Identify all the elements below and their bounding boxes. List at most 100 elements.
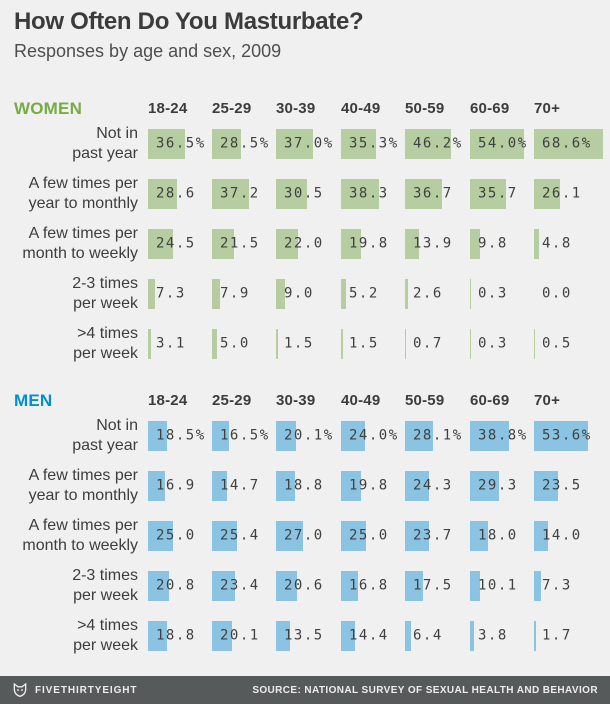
value-bar bbox=[405, 179, 442, 209]
bar-cell: 16.8 bbox=[341, 571, 405, 601]
bar-cell: 24.3 bbox=[405, 471, 469, 501]
footer-brand: FIVETHIRTYEIGHT bbox=[12, 682, 137, 698]
value-label: 25.0 bbox=[156, 527, 196, 544]
value-label: 25.4 bbox=[220, 527, 260, 544]
value-bar bbox=[341, 421, 365, 451]
value-label: 13.5 bbox=[284, 627, 324, 644]
age-group-label: 40-49 bbox=[341, 392, 381, 409]
value-label: 20.8 bbox=[156, 577, 196, 594]
bar-cell: 7.3 bbox=[148, 279, 212, 309]
value-label: 24.0% bbox=[349, 427, 399, 444]
value-label: 13.9 bbox=[413, 235, 453, 252]
value-bar bbox=[212, 421, 229, 451]
value-bar bbox=[470, 471, 500, 501]
row-label: >4 times per week bbox=[73, 325, 138, 362]
value-label: 16.9 bbox=[156, 477, 196, 494]
bar-cell: 1.7 bbox=[534, 621, 598, 651]
women-age-header: 18-24 25-29 30-39 40-49 50-59 60-69 70+ bbox=[0, 100, 610, 118]
bar-cell: 13.9 bbox=[405, 229, 469, 259]
women-section-label: WOMEN bbox=[14, 99, 83, 118]
value-bar bbox=[341, 621, 356, 651]
men-section: MEN 18-24 25-29 30-39 40-49 50-59 60-69 70+ No… bbox=[0, 391, 610, 663]
value-bar bbox=[276, 621, 290, 651]
age-group-label: 30-39 bbox=[276, 100, 316, 117]
value-bar bbox=[148, 129, 185, 159]
bar-cell: 53.6% bbox=[534, 421, 598, 451]
value-bar bbox=[276, 229, 298, 259]
value-label: 17.5 bbox=[413, 577, 453, 594]
frequency-row: 2-3 times per week 20.8 23.4 20.6 16.8 17.5 10.… bbox=[0, 561, 610, 611]
bar-cell: 0.5 bbox=[534, 329, 598, 359]
age-group-label: 50-59 bbox=[405, 392, 445, 409]
value-bar bbox=[212, 179, 250, 209]
bar-cell: 14.0 bbox=[534, 521, 598, 551]
value-label: 30.5 bbox=[284, 185, 324, 202]
value-label: 24.3 bbox=[413, 477, 453, 494]
bar-cell: 9.8 bbox=[470, 229, 534, 259]
value-label: 7.9 bbox=[220, 285, 250, 302]
bar-cell: 25.4 bbox=[212, 521, 276, 551]
bar-cell: 0.0 bbox=[534, 279, 598, 309]
value-label: 0.7 bbox=[413, 335, 443, 352]
value-bar bbox=[341, 229, 361, 259]
value-label: 5.0 bbox=[220, 335, 250, 352]
bar-cell: 20.1% bbox=[276, 421, 340, 451]
bar-cell: 0.3 bbox=[470, 279, 534, 309]
row-label: 2-3 times per week bbox=[72, 275, 138, 312]
value-label: 16.8 bbox=[349, 577, 389, 594]
men-rows: Not in past year 18.5% 16.5% 20.1% 24.0% 28.1%… bbox=[0, 411, 610, 663]
age-group-label: 25-29 bbox=[212, 392, 252, 409]
bar-cell: 30.5 bbox=[276, 179, 340, 209]
value-bar bbox=[470, 229, 480, 259]
bar-cell: 27.0 bbox=[276, 521, 340, 551]
value-label: 3.8 bbox=[478, 627, 508, 644]
bar-cell: 14.4 bbox=[341, 621, 405, 651]
value-bar bbox=[212, 471, 227, 501]
value-label: 5.2 bbox=[349, 285, 379, 302]
value-bar bbox=[470, 621, 474, 651]
frequency-row: >4 times per week 18.8 20.1 13.5 14.4 6.4 3.8 1.… bbox=[0, 611, 610, 661]
frequency-row: A few times per year to monthly 16.9 14.7 18… bbox=[0, 461, 610, 511]
value-label: 0.0 bbox=[542, 285, 572, 302]
age-group-label: 60-69 bbox=[470, 392, 510, 409]
value-label: 14.4 bbox=[349, 627, 389, 644]
value-bar bbox=[276, 129, 313, 159]
value-bar bbox=[470, 571, 481, 601]
value-label: 20.1 bbox=[220, 627, 260, 644]
value-label: 2.6 bbox=[413, 285, 443, 302]
value-bar bbox=[534, 421, 588, 451]
value-label: 10.1 bbox=[478, 577, 518, 594]
frequency-row: >4 times per week 3.1 5.0 1.5 1.5 0.7 0.3 0.5 bbox=[0, 319, 610, 369]
value-label: 18.8 bbox=[284, 477, 324, 494]
value-bar bbox=[534, 471, 558, 501]
bar-cell: 18.0 bbox=[470, 521, 534, 551]
value-label: 9.0 bbox=[284, 285, 314, 302]
value-label: 16.5% bbox=[220, 427, 270, 444]
row-label: A few times per year to monthly bbox=[28, 175, 138, 212]
value-bar bbox=[212, 129, 241, 159]
bar-cell: 1.5 bbox=[341, 329, 405, 359]
age-group-label: 25-29 bbox=[212, 100, 252, 117]
value-label: 6.4 bbox=[413, 627, 443, 644]
value-label: 37.0% bbox=[284, 135, 334, 152]
value-bar bbox=[341, 279, 347, 309]
men-section-label: MEN bbox=[14, 391, 53, 410]
value-label: 23.5 bbox=[542, 477, 582, 494]
bar-cell: 29.3 bbox=[470, 471, 534, 501]
bar-cell: 38.3 bbox=[341, 179, 405, 209]
value-bar bbox=[148, 179, 177, 209]
frequency-row: Not in past year 36.5% 28.5% 37.0% 35.3% 46.2%… bbox=[0, 119, 610, 169]
value-label: 19.8 bbox=[349, 477, 389, 494]
bar-cell: 25.0 bbox=[341, 521, 405, 551]
value-bar bbox=[212, 621, 233, 651]
value-label: 26.1 bbox=[542, 185, 582, 202]
bar-cell: 68.6% bbox=[534, 129, 603, 159]
value-bar bbox=[534, 179, 561, 209]
bar-cell: 24.0% bbox=[341, 421, 405, 451]
bar-cell: 5.2 bbox=[341, 279, 405, 309]
bar-cell: 35.3% bbox=[341, 129, 405, 159]
frequency-row: A few times per year to monthly 28.6 37.2 30… bbox=[0, 169, 610, 219]
frequency-row: A few times per month to weekly 25.0 25.4 27… bbox=[0, 511, 610, 561]
fivethirtyeight-fox-icon bbox=[12, 682, 28, 698]
value-bar bbox=[148, 421, 167, 451]
